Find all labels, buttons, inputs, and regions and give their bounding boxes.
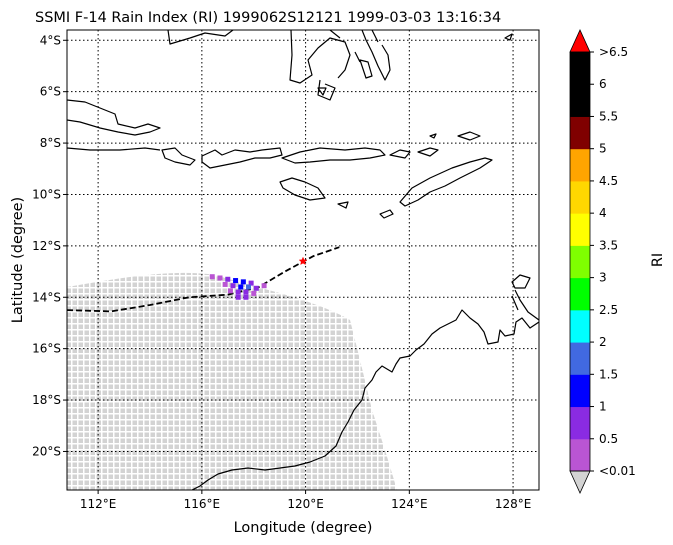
coastline-timor xyxy=(399,157,493,207)
coastline-savu xyxy=(337,201,349,209)
colorbar-tick-label: 0.5 xyxy=(599,432,618,446)
rain-pixel xyxy=(235,294,241,300)
colorbar: <0.01 0.5 1 1.5 2 2.5 3 3.5 4 4.5 5 5.5 6 >6.5 xyxy=(569,29,636,494)
rain-pixel xyxy=(235,289,241,295)
storm-track-layer xyxy=(67,246,340,313)
coastline-flores xyxy=(281,147,386,164)
rain-pixel xyxy=(240,279,246,285)
colorbar-tick-label: 3.5 xyxy=(599,238,618,252)
rain-pixel xyxy=(261,283,267,289)
colorbar-tick-label: 5 xyxy=(599,142,607,156)
colorbar-tick-label: 5.5 xyxy=(599,109,618,123)
coastline-small-islets xyxy=(429,33,513,139)
coastline-islet-1 xyxy=(317,87,327,96)
rain-pixel xyxy=(233,278,239,284)
grid-lines xyxy=(67,30,539,490)
colorbar-segment xyxy=(570,213,590,246)
x-axis-ticks: 112°E 116°E 120°E 124°E 128°E xyxy=(80,490,531,511)
x-tick-label: 128°E xyxy=(495,497,532,511)
rain-pixel xyxy=(248,280,254,286)
x-tick-label: 120°E xyxy=(287,497,324,511)
y-tick-label: 12°S xyxy=(32,239,61,253)
y-axis-ticks: 4°S 6°S 8°S 10°S 12°S 14°S 16°S 18°S 20°S xyxy=(32,33,67,458)
colorbar-segment xyxy=(570,245,590,279)
rain-pixel xyxy=(246,284,252,290)
coastline-sulawesi xyxy=(289,30,361,101)
coastline-rote xyxy=(379,209,394,219)
coastline-java-south xyxy=(67,147,161,151)
rain-pixel xyxy=(238,284,244,290)
y-tick-label: 8°S xyxy=(40,136,61,150)
rain-pixel xyxy=(225,276,231,282)
colorbar-segment xyxy=(570,309,590,343)
colorbar-tick-label: 3 xyxy=(599,271,607,285)
colorbar-tick-label: 1 xyxy=(599,400,607,414)
colorbar-segment xyxy=(570,406,590,440)
colorbar-segment xyxy=(570,438,590,472)
coastline-kalimantan-south xyxy=(167,30,234,45)
satellite-swath xyxy=(67,272,397,490)
colorbar-under-arrow xyxy=(569,470,591,494)
coastline-sumbawa xyxy=(201,147,283,169)
coastline-alor xyxy=(389,147,439,159)
colorbar-segment xyxy=(570,180,590,214)
colorbar-tick-label: 4.5 xyxy=(599,174,618,188)
coastline-australia-northeast xyxy=(511,289,539,321)
coastline-melville-island xyxy=(511,274,531,289)
coastline-java-east xyxy=(67,99,161,136)
rain-pixel xyxy=(209,274,215,280)
map-title: SSMI F-14 Rain Index (RI) 1999062S12121 … xyxy=(35,10,501,26)
rain-pixel xyxy=(251,290,257,296)
rain-pixels-layer xyxy=(209,274,267,300)
coastline-islet-2 xyxy=(359,59,373,79)
colorbar-tick-label: 2 xyxy=(599,335,607,349)
coastline-sumba xyxy=(279,177,326,201)
storm-center-marker xyxy=(298,256,308,266)
colorbar-tick-label: <0.01 xyxy=(599,464,636,478)
rain-pixel xyxy=(243,294,249,300)
rain-pixel xyxy=(222,281,228,287)
rain-pixel xyxy=(243,289,249,295)
coastline-australia-north xyxy=(191,309,539,490)
coastlines xyxy=(67,30,539,490)
y-tick-label: 16°S xyxy=(32,342,61,356)
rain-pixel xyxy=(230,283,236,289)
map-frame xyxy=(66,29,540,491)
x-tick-label: 112°E xyxy=(80,497,117,511)
colorbar-tick-label: 1.5 xyxy=(599,367,618,381)
colorbar-segment xyxy=(570,342,590,375)
y-tick-label: 6°S xyxy=(40,85,61,99)
rain-pixel xyxy=(217,275,223,281)
colorbar-label: RI xyxy=(650,253,666,267)
coastline-sulawesi-east xyxy=(361,30,391,81)
rain-pixel xyxy=(227,288,233,294)
y-tick-label: 4°S xyxy=(40,33,61,47)
y-tick-label: 18°S xyxy=(32,393,61,407)
colorbar-tick-label: >6.5 xyxy=(599,45,628,59)
x-axis-label: Longitude (degree) xyxy=(234,520,373,536)
colorbar-segment xyxy=(570,52,590,85)
colorbar-segment xyxy=(570,84,590,117)
x-tick-label: 124°E xyxy=(391,497,428,511)
colorbar-segment xyxy=(570,116,590,150)
y-tick-label: 10°S xyxy=(32,187,61,201)
colorbar-segment xyxy=(570,277,590,311)
colorbar-tick-label: 2.5 xyxy=(599,303,618,317)
colorbar-tick-label: 6 xyxy=(599,77,607,91)
map-area xyxy=(67,30,539,490)
y-tick-label: 14°S xyxy=(32,290,61,304)
colorbar-tick-label: 4 xyxy=(599,206,607,220)
y-tick-label: 20°S xyxy=(32,444,61,458)
colorbar-segment xyxy=(570,374,590,408)
colorbar-frame xyxy=(569,51,591,472)
coastline-bali-lombok xyxy=(161,147,196,166)
y-axis-label: Latitude (degree) xyxy=(10,197,26,323)
x-tick-label: 116°E xyxy=(184,497,221,511)
coastline-wetar xyxy=(457,131,481,141)
colorbar-segment xyxy=(570,148,590,182)
colorbar-over-arrow xyxy=(569,29,591,53)
rain-pixel xyxy=(253,285,259,291)
